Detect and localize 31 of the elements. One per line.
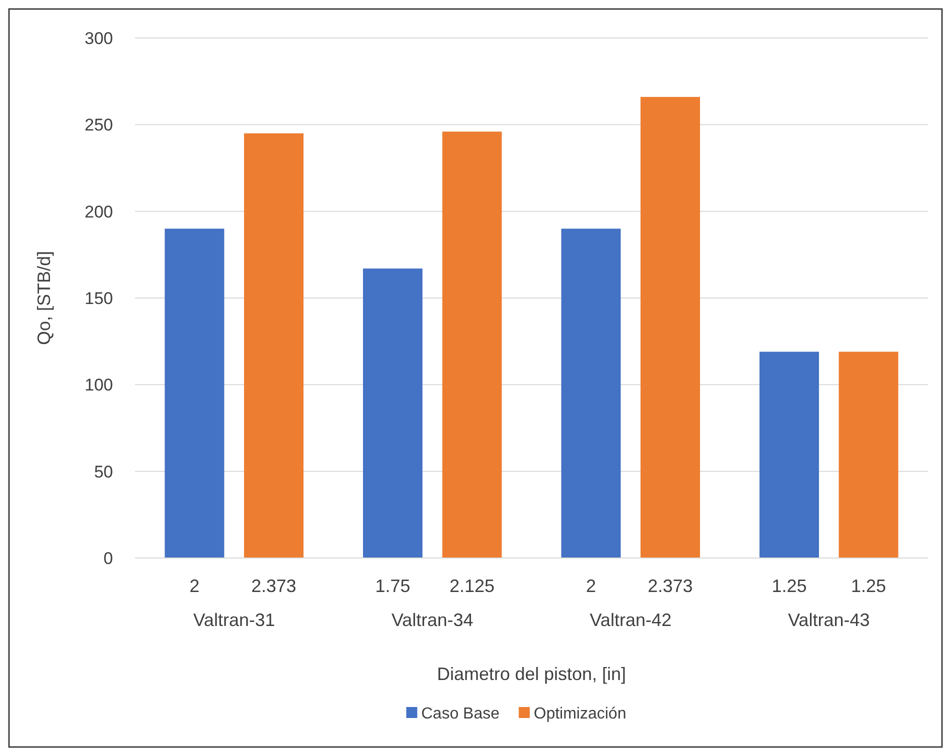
y-tick-label: 150 xyxy=(84,288,113,308)
x-tick-label: Valtran-34 xyxy=(392,610,474,630)
text: 2.125 xyxy=(450,576,495,596)
bar xyxy=(561,228,621,558)
legend-label: Optimización xyxy=(534,706,626,723)
text: 1.25 xyxy=(772,576,807,596)
bar xyxy=(164,228,224,558)
bar xyxy=(442,132,502,558)
x-tick-label: Valtran-42 xyxy=(590,610,672,630)
text: 2.373 xyxy=(648,576,693,596)
x-tick-label: Valtran-31 xyxy=(193,610,275,630)
x-tick-label: Valtran-43 xyxy=(788,610,870,630)
bar xyxy=(759,352,819,558)
text: 1.25 xyxy=(851,576,886,596)
bar xyxy=(362,268,422,558)
y-axis-title: Qo, [STB/d] xyxy=(34,250,54,346)
y-tick-label: 250 xyxy=(84,116,113,135)
y-tick-label: 50 xyxy=(94,462,113,482)
y-tick-label: 0 xyxy=(104,548,113,568)
y-tick-label: 300 xyxy=(84,28,113,48)
text: 2 xyxy=(586,576,596,596)
bar xyxy=(838,352,898,558)
y-tick-label: 200 xyxy=(84,202,113,222)
text: 1.75 xyxy=(375,576,410,596)
x-axis-title: Diametro del piston, [in] xyxy=(436,664,626,684)
bar xyxy=(640,96,700,558)
text: 2.373 xyxy=(251,576,296,596)
text: 2 xyxy=(189,576,200,596)
bar xyxy=(244,133,304,558)
y-tick-label: 100 xyxy=(84,376,113,395)
legend-label: Caso Base xyxy=(421,706,500,723)
